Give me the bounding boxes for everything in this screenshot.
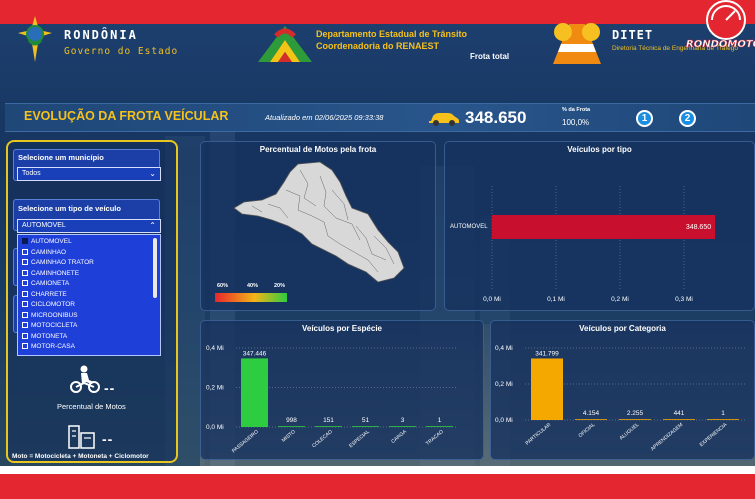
last-updated: Atualizado em 02/06/2025 09:33:38 [265,113,384,122]
top-red-bar [0,0,755,24]
dropdown-option[interactable]: CAMINHAO TRATOR [22,258,94,267]
tipo-dropdown-list: AUTOMOVEL CAMINHAO CAMINHAO TRATOR CAMIN… [17,234,161,356]
categoria-chart-title: Veículos por Categoria [579,324,666,333]
municipio-value: Todos [22,170,41,177]
rondonia-coat-of-arms-icon [18,16,52,62]
municipality-borders [251,169,395,273]
checkbox [22,311,28,318]
chevron-up-icon: ⌃ [149,221,156,230]
municipio-label: Selecione um município [18,153,104,162]
legend-label: 40% [247,283,259,289]
tipo-label: Selecione um tipo de veículo [18,204,121,213]
tipo-select[interactable]: AUTOMOVEL ⌃ [17,219,161,233]
frota-total-label: Frota total [470,52,510,61]
car-icon [429,113,459,126]
dropdown-option[interactable]: CAMINHONETE [22,269,79,278]
state-subtitle: Governo do Estado [64,46,179,57]
ditet-title: DITET [612,28,654,42]
page-1-button[interactable]: 1 [636,110,653,127]
title-bar [5,103,755,132]
buildings-icon [68,425,95,449]
especie-chart-title: Veículos por Espécie [301,324,383,333]
pct-fleet-label: % da Frota [562,107,591,113]
divider [0,466,755,474]
motos-value: -- [104,380,116,396]
checkbox [22,269,28,276]
checkbox [22,259,28,265]
brand-text: RONDOMOTOR [686,39,755,50]
rondonia-map[interactable] [228,160,408,285]
total-fleet-value: 348.650 [465,108,527,127]
dropdown-option[interactable]: MOTOCICLETA [22,321,77,330]
categoria-chart-card [490,320,755,460]
rondomotor-logo: RONDOMOTOR [686,0,755,50]
other-value: -- [102,431,114,447]
dropdown-scrollbar[interactable] [153,238,157,298]
dropdown-option[interactable]: MICROONIBUS [22,311,78,320]
pct-fleet-value: 100,0% [562,118,590,127]
map-color-legend [215,293,287,302]
detran-subtitle: Coordenadoria do RENAEST [316,41,440,51]
dropdown-option[interactable]: AUTOMOVEL [22,237,72,246]
checkbox [22,290,28,297]
dropdown-option[interactable]: CICLOMOTOR [22,300,75,309]
checkbox [22,332,28,339]
ditet-subtitle: Diretoria Técnica de Engenharia de Tráfe… [612,45,738,52]
legend-label: 60% [217,283,229,289]
footnote: Moto = Motocicleta + Motoneta + Ciclomot… [12,453,149,460]
checkbox [22,322,28,328]
municipio-select[interactable]: Todos ⌄ [17,167,161,181]
tipo-chart-title: Veículos por tipo [567,145,632,154]
dropdown-option[interactable]: CAMIONETA [22,279,69,288]
page-title: EVOLUÇÃO DA FROTA VEÍCULAR [24,109,229,123]
dropdown-option[interactable]: MOTONETA [22,332,67,341]
dropdown-option[interactable]: CHARRETE [22,290,67,299]
legend-label: 20% [274,283,286,289]
tipo-value: AUTOMOVEL [22,222,66,229]
checkbox [22,248,28,255]
ditet-traffic-cone-icon [553,23,601,64]
motos-label: Percentual de Motos [57,402,126,411]
dropdown-option[interactable]: CAMINHAO [22,248,66,257]
bottom-red-bar [0,474,755,499]
checkbox [22,280,28,286]
state-shape [233,161,405,283]
checkbox [22,301,28,307]
map-card-title: Percentual de Motos pela frota [259,145,377,154]
motorcycle-rider-icon [70,365,100,393]
especie-chart-card [200,320,484,460]
checkbox [22,343,28,349]
tipo-chart-card [444,141,755,311]
state-title: RONDÔNIA [64,28,138,42]
detran-logo-icon [258,26,312,62]
chevron-down-icon: ⌄ [149,169,156,178]
checkbox-checked [22,238,28,244]
dropdown-option[interactable]: MOTOR-CASA [22,342,75,351]
page-2-button[interactable]: 2 [679,110,696,127]
detran-title: Departamento Estadual de Trânsito [316,29,468,39]
